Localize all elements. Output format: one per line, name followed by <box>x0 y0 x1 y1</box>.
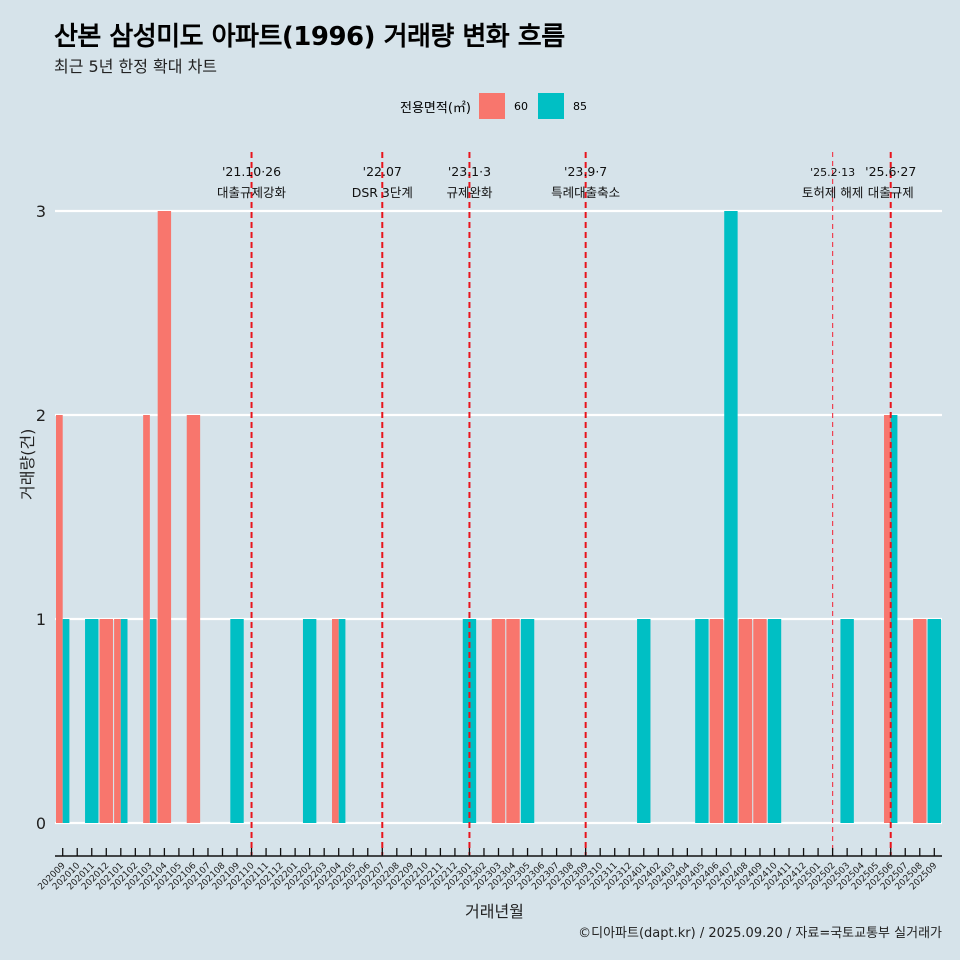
bar-85-202101 <box>120 619 128 823</box>
legend-title: 전용면적(㎡) <box>400 100 471 116</box>
bar-60-202204 <box>332 619 339 823</box>
bar-85-202503 <box>840 619 854 823</box>
bar-60-202106 <box>186 415 201 823</box>
event-date: '22.07 <box>363 164 402 179</box>
bar-60-202304 <box>506 619 520 823</box>
bar-85-202407 <box>724 211 738 823</box>
y-tick-label: 2 <box>36 406 46 425</box>
bar-60-202303 <box>491 619 506 823</box>
bar-85-202011 <box>85 619 99 823</box>
chart-subtitle: 최근 5년 한정 확대 차트 <box>54 57 218 76</box>
bars <box>56 211 941 823</box>
bar-85-202301 <box>462 619 477 823</box>
bar-85-202401 <box>637 619 651 823</box>
bar-85-202202 <box>302 619 317 823</box>
bar-60-202012 <box>99 619 113 823</box>
bar-85-202410 <box>767 619 782 823</box>
bar-85-202009 <box>62 619 70 823</box>
bar-60-202408 <box>738 619 753 823</box>
event-label: 특례대출축소 <box>551 185 620 200</box>
bar-60-202409 <box>753 619 767 823</box>
y-tick-label: 0 <box>36 814 46 833</box>
event-date: '23.1·3 <box>448 164 491 179</box>
legend-swatch-60 <box>478 93 505 119</box>
bar-60-202009 <box>56 415 63 823</box>
event-date: '21.10·26 <box>222 164 281 179</box>
event-label: DSR 3단계 <box>352 185 413 200</box>
y-axis-label: 거래량(건) <box>18 428 37 500</box>
bar-60-202406 <box>709 619 724 823</box>
bar-85-202305 <box>520 619 535 823</box>
legend-swatch-85 <box>537 93 564 119</box>
event-label: 대출규제강화 <box>217 185 287 200</box>
legend: 전용면적(㎡) 60 85 <box>400 93 597 119</box>
bar-85-202109 <box>230 619 244 823</box>
bar-60-202101 <box>114 619 121 823</box>
bar-60-202104 <box>157 211 172 823</box>
bar-60-202103 <box>143 415 150 823</box>
x-axis-label: 거래년월 <box>465 902 524 921</box>
event-label: 대출규제 <box>868 185 914 200</box>
event-date: '25.2·13 <box>810 166 855 179</box>
y-tick-label: 1 <box>36 610 46 629</box>
chart-title: 산본 삼성미도 아파트(1996) 거래량 변화 흐름 <box>54 22 565 52</box>
annotations: '21.10·26 대출규제강화 '22.07 DSR 3단계 '23.1·3 규제완화 '… <box>217 152 916 855</box>
y-axis: 0 1 2 3 <box>36 202 46 833</box>
event-label: 토허제 해제 <box>802 185 863 200</box>
bar-85-202405 <box>695 619 709 823</box>
legend-label-60: 60 <box>513 99 528 113</box>
bar-85-202509 <box>927 619 941 823</box>
bar-85-202103 <box>149 619 157 823</box>
bar-85-202506 <box>890 415 898 823</box>
bar-85-202204 <box>338 619 346 823</box>
bar-60-202508 <box>913 619 927 823</box>
bar-60-202506 <box>884 415 891 823</box>
legend-label-85: 85 <box>572 99 587 113</box>
y-tick-label: 3 <box>36 202 46 221</box>
event-date: '25.6·27 <box>865 164 916 179</box>
x-axis: 2020092020102020112020122021012021022021… <box>36 848 942 892</box>
event-date: '23.9·7 <box>564 164 607 179</box>
caption: ©디아파트(dapt.kr) / 2025.09.20 / 자료=국토교통부 실… <box>578 926 942 941</box>
event-label: 규제완화 <box>446 185 493 200</box>
